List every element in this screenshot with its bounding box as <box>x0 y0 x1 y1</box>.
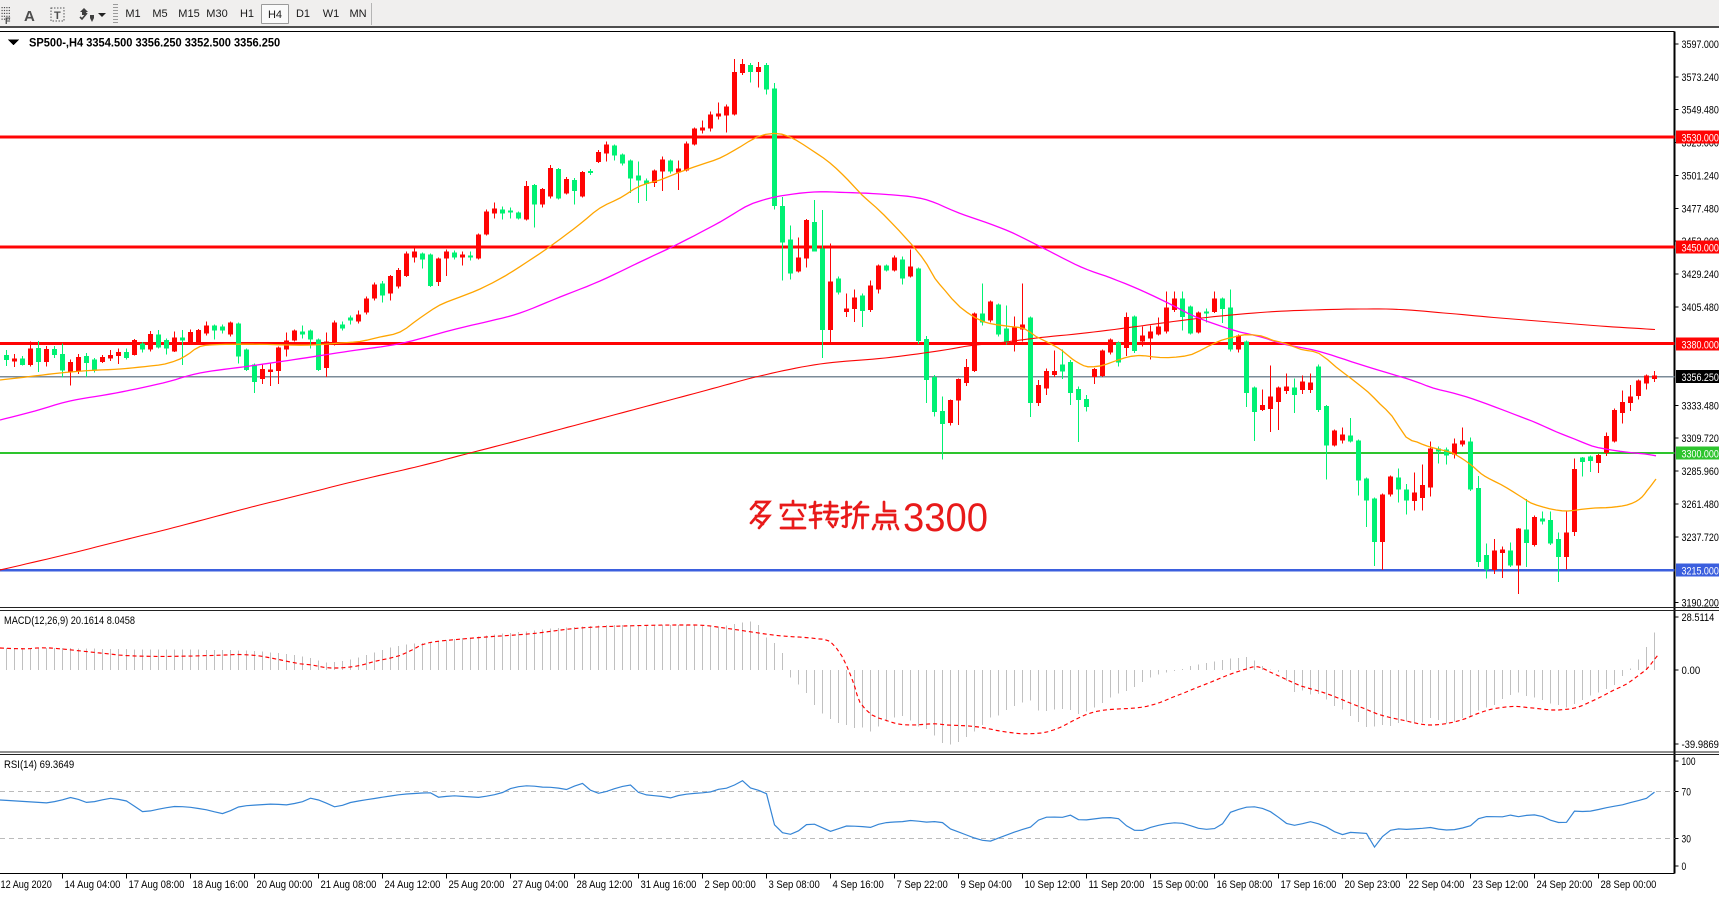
svg-text:100: 100 <box>1682 756 1696 768</box>
svg-text:12 Aug 2020: 12 Aug 2020 <box>1 879 52 891</box>
svg-text:3477.480: 3477.480 <box>1682 203 1719 215</box>
svg-text:21 Aug 08:00: 21 Aug 08:00 <box>321 879 377 891</box>
svg-text:0.00: 0.00 <box>1682 665 1701 677</box>
svg-text:7 Sep 22:00: 7 Sep 22:00 <box>897 879 948 891</box>
svg-text:0: 0 <box>1682 861 1687 873</box>
svg-text:F: F <box>5 16 11 26</box>
svg-text:3501.240: 3501.240 <box>1682 170 1719 182</box>
svg-text:3215.000: 3215.000 <box>1682 566 1719 578</box>
svg-text:3530.000: 3530.000 <box>1682 133 1719 145</box>
svg-text:3450.000: 3450.000 <box>1682 243 1719 255</box>
svg-text:30: 30 <box>1682 834 1691 846</box>
svg-text:10 Sep 12:00: 10 Sep 12:00 <box>1025 879 1081 891</box>
svg-text:3237.720: 3237.720 <box>1682 532 1719 544</box>
svg-text:3300: 3300 <box>903 496 988 540</box>
svg-text:SP500-,H4 3354.500 3356.250 3: SP500-,H4 3354.500 3356.250 3352.500 335… <box>29 36 280 50</box>
svg-text:3261.480: 3261.480 <box>1682 499 1719 511</box>
svg-text:70: 70 <box>1682 787 1691 799</box>
svg-text:MACD(12,26,9) 20.1614 8.0458: MACD(12,26,9) 20.1614 8.0458 <box>4 615 135 627</box>
svg-text:4 Sep 16:00: 4 Sep 16:00 <box>833 879 884 891</box>
svg-text:23 Sep 12:00: 23 Sep 12:00 <box>1473 879 1529 891</box>
svg-text:RSI(14) 69.3649: RSI(14) 69.3649 <box>4 759 74 771</box>
svg-text:3190.200: 3190.200 <box>1682 598 1719 610</box>
svg-text:28 Sep 00:00: 28 Sep 00:00 <box>1601 879 1657 891</box>
svg-text:9 Sep 04:00: 9 Sep 04:00 <box>961 879 1012 891</box>
svg-text:17 Aug 08:00: 17 Aug 08:00 <box>129 879 185 891</box>
svg-text:28 Aug 12:00: 28 Aug 12:00 <box>577 879 633 891</box>
svg-text:18 Aug 16:00: 18 Aug 16:00 <box>193 879 249 891</box>
svg-text:3309.720: 3309.720 <box>1682 433 1719 445</box>
svg-text:11 Sep 20:00: 11 Sep 20:00 <box>1089 879 1145 891</box>
svg-text:3 Sep 08:00: 3 Sep 08:00 <box>769 879 820 891</box>
svg-text:3573.240: 3573.240 <box>1682 72 1719 84</box>
svg-text:16 Sep 08:00: 16 Sep 08:00 <box>1217 879 1273 891</box>
svg-text:15 Sep 00:00: 15 Sep 00:00 <box>1153 879 1209 891</box>
svg-text:3429.240: 3429.240 <box>1682 269 1719 281</box>
svg-text:3597.000: 3597.000 <box>1682 39 1719 51</box>
svg-text:T: T <box>54 10 61 22</box>
svg-text:31 Aug 16:00: 31 Aug 16:00 <box>641 879 697 891</box>
svg-text:25 Aug 20:00: 25 Aug 20:00 <box>449 879 505 891</box>
svg-text:3549.480: 3549.480 <box>1682 105 1719 117</box>
svg-text:3285.960: 3285.960 <box>1682 466 1719 478</box>
svg-text:A: A <box>24 8 35 25</box>
svg-text:2 Sep 00:00: 2 Sep 00:00 <box>705 879 756 891</box>
svg-text:20 Aug 00:00: 20 Aug 00:00 <box>257 879 313 891</box>
svg-text:20 Sep 23:00: 20 Sep 23:00 <box>1345 879 1401 891</box>
svg-text:24 Aug 12:00: 24 Aug 12:00 <box>385 879 441 891</box>
svg-text:3333.480: 3333.480 <box>1682 400 1719 412</box>
svg-text:28.5114: 28.5114 <box>1682 612 1715 624</box>
svg-text:3380.000: 3380.000 <box>1682 340 1719 352</box>
svg-text:-39.9869: -39.9869 <box>1682 739 1719 751</box>
svg-text:17 Sep 16:00: 17 Sep 16:00 <box>1281 879 1337 891</box>
svg-text:27 Aug 04:00: 27 Aug 04:00 <box>513 879 569 891</box>
svg-text:24 Sep 20:00: 24 Sep 20:00 <box>1537 879 1593 891</box>
svg-text:3405.480: 3405.480 <box>1682 302 1719 314</box>
svg-text:3356.250: 3356.250 <box>1682 372 1719 384</box>
svg-text:3300.000: 3300.000 <box>1682 449 1719 461</box>
svg-text:22 Sep 04:00: 22 Sep 04:00 <box>1409 879 1465 891</box>
svg-text:14 Aug 04:00: 14 Aug 04:00 <box>65 879 121 891</box>
